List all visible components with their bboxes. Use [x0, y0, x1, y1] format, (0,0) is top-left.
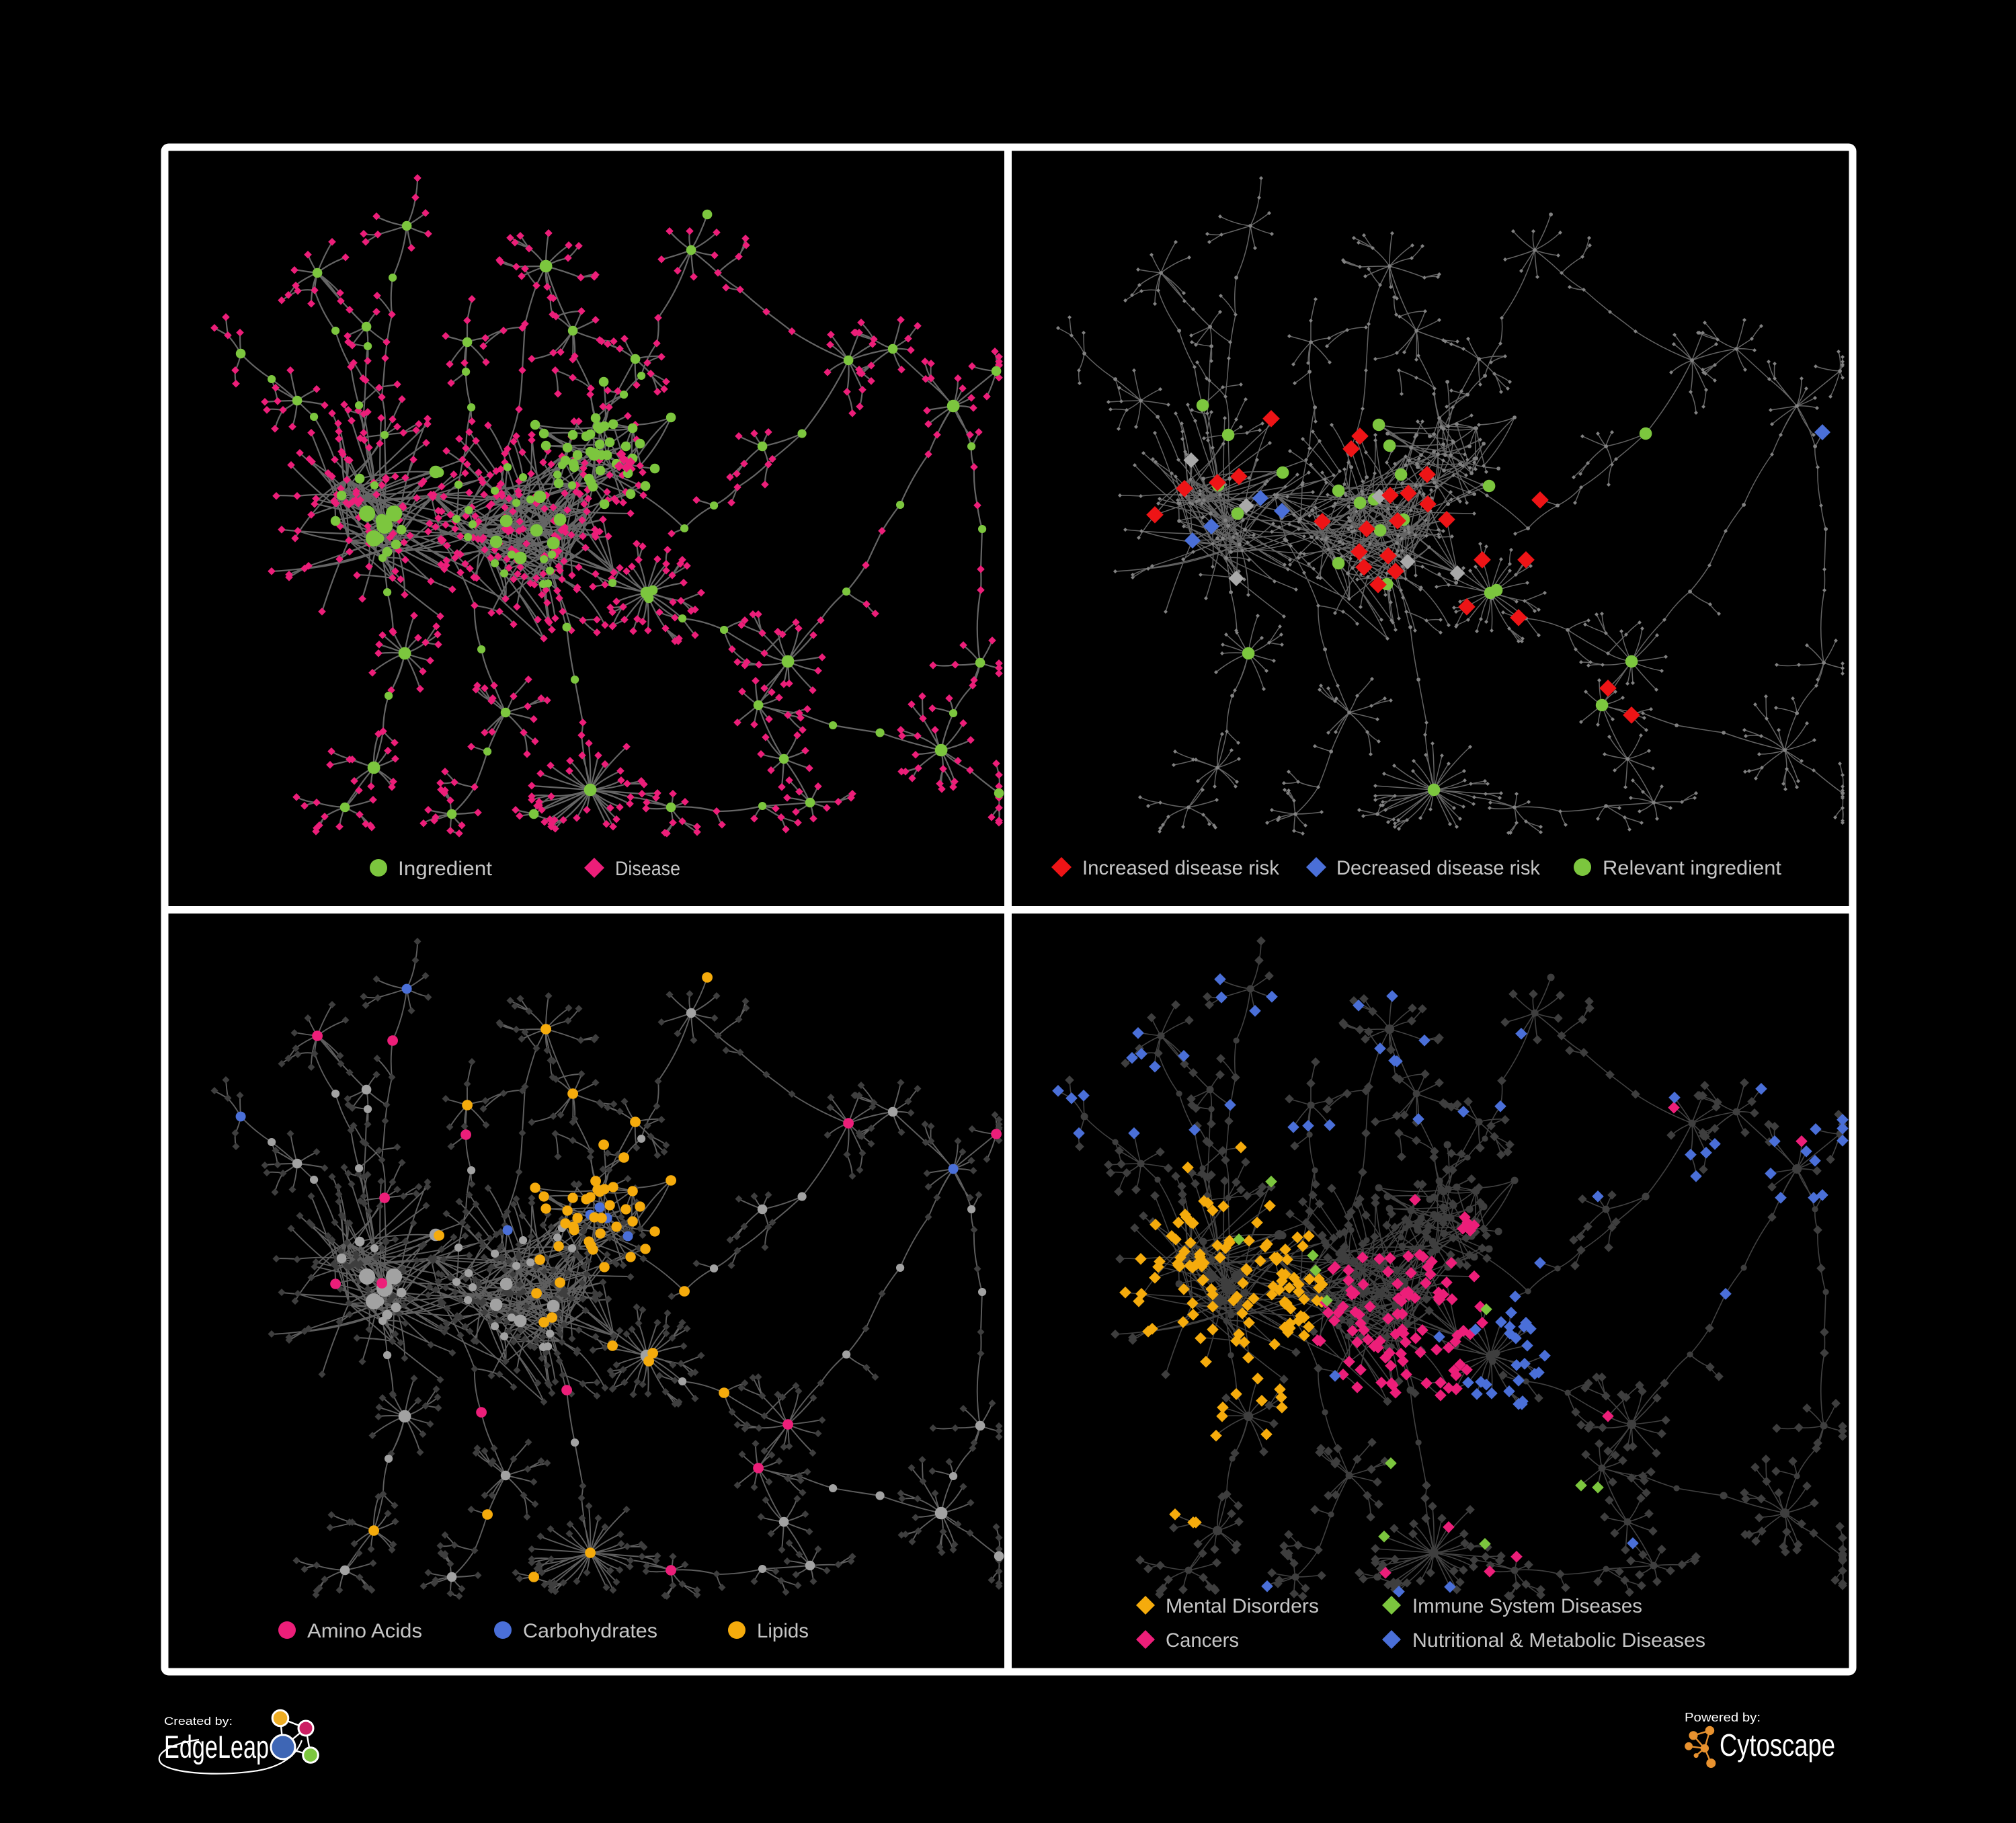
svg-text:Nutritional & Metabolic Diseas: Nutritional & Metabolic Diseases [1412, 1629, 1705, 1652]
svg-text:Created by:: Created by: [164, 1715, 233, 1728]
svg-text:Mental Disorders: Mental Disorders [1166, 1595, 1319, 1617]
svg-text:Decreased disease risk: Decreased disease risk [1336, 857, 1541, 879]
svg-text:Cancers: Cancers [1166, 1629, 1239, 1652]
svg-text:EdgeLeap: EdgeLeap [164, 1729, 269, 1765]
svg-text:Powered by:: Powered by: [1685, 1711, 1761, 1724]
svg-text:Lipids: Lipids [757, 1620, 809, 1642]
svg-text:Relevant ingredient: Relevant ingredient [1603, 857, 1782, 879]
svg-text:Carbohydrates: Carbohydrates [523, 1620, 657, 1642]
svg-text:Disease: Disease [615, 858, 680, 880]
svg-text:Increased disease risk: Increased disease risk [1082, 857, 1280, 879]
svg-text:Ingredient: Ingredient [398, 858, 493, 880]
svg-text:Immune System Diseases: Immune System Diseases [1412, 1595, 1642, 1617]
svg-text:Cytoscape: Cytoscape [1720, 1728, 1835, 1763]
svg-text:Amino Acids: Amino Acids [307, 1620, 422, 1642]
